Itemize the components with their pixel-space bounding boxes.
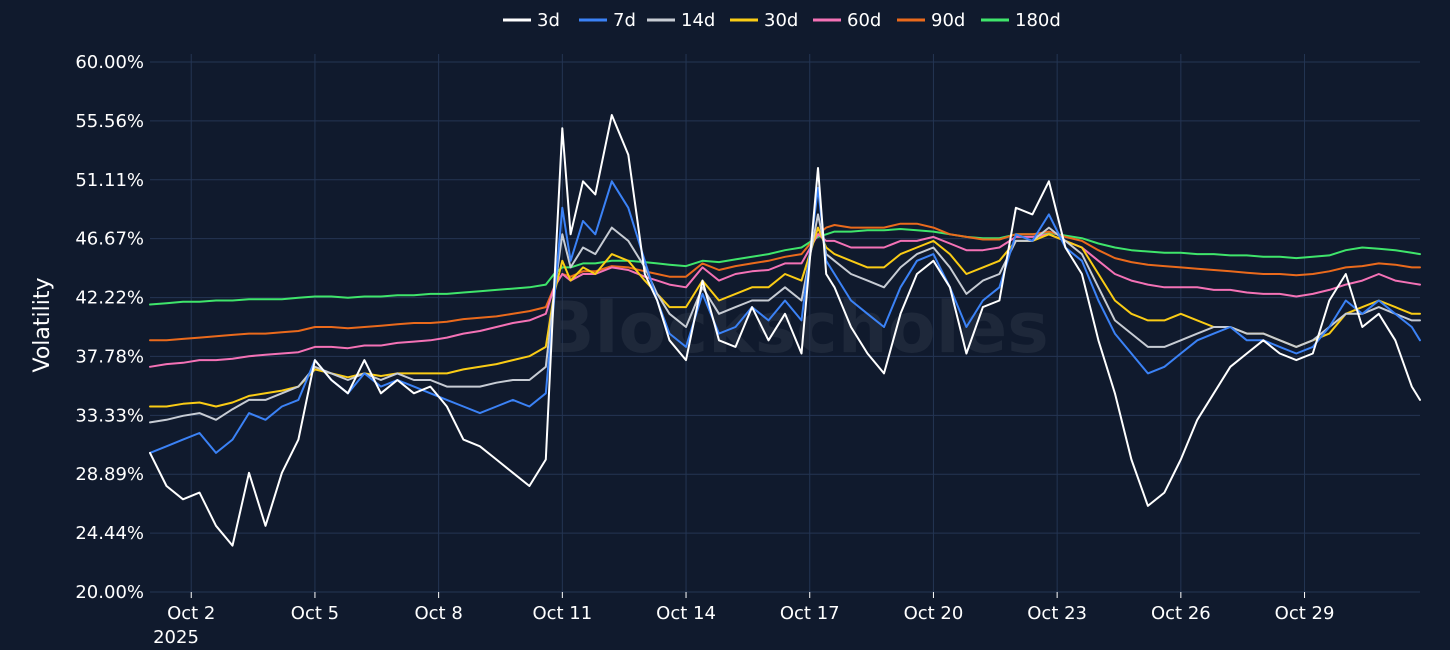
y-tick-label: 20.00% — [75, 582, 144, 603]
legend-item-3d[interactable]: 3d — [503, 10, 560, 31]
legend-label: 3d — [537, 10, 560, 31]
legend-item-14d[interactable]: 14d — [647, 10, 715, 31]
y-tick-label: 42.22% — [75, 288, 144, 309]
legend-label: 14d — [681, 10, 715, 31]
x-axis-year-label: 2025 — [153, 627, 199, 648]
legend-label: 90d — [931, 10, 965, 31]
legend-item-180d[interactable]: 180d — [981, 10, 1061, 31]
legend-label: 7d — [613, 10, 636, 31]
x-tick-label: Oct 11 — [532, 603, 592, 624]
series-line-90d — [149, 222, 1421, 342]
x-tick-label: Oct 23 — [1027, 603, 1087, 624]
legend-item-7d[interactable]: 7d — [579, 10, 636, 31]
y-tick-label: 28.89% — [75, 464, 144, 485]
y-axis-ticks: 20.00% 24.44% 28.89% 33.33% 37.78% 42.22% 46.6… — [75, 52, 144, 603]
y-tick-label: 37.78% — [75, 346, 144, 367]
x-tick-label: Oct 26 — [1151, 603, 1211, 624]
x-tick-label: Oct 17 — [780, 603, 840, 624]
legend: 3d 7d 14d 30d 60d 90d 180d — [503, 10, 1061, 31]
legend-item-30d[interactable]: 30d — [730, 10, 798, 31]
series-line-3d — [149, 114, 1421, 547]
x-tick-label: Oct 14 — [656, 603, 716, 624]
watermark: Blockscholes — [541, 287, 1049, 369]
y-tick-label: 51.11% — [75, 170, 144, 191]
y-tick-label: 60.00% — [75, 52, 144, 73]
legend-label: 30d — [764, 10, 798, 31]
series-lines — [149, 114, 1421, 547]
x-axis-ticks: Oct 2 Oct 5 Oct 8 Oct 11 Oct 14 Oct 17 Oct 20 O… — [167, 592, 1334, 624]
series-line-7d — [149, 180, 1421, 454]
x-tick-label: Oct 2 — [167, 603, 215, 624]
x-tick-label: Oct 29 — [1275, 603, 1335, 624]
legend-label: 180d — [1015, 10, 1061, 31]
legend-item-60d[interactable]: 60d — [813, 10, 881, 31]
x-tick-label: Oct 5 — [291, 603, 339, 624]
x-tick-label: Oct 20 — [904, 603, 964, 624]
y-tick-label: 24.44% — [75, 523, 144, 544]
grid — [150, 54, 1420, 593]
y-tick-label: 46.67% — [75, 229, 144, 250]
y-tick-label: 55.56% — [75, 111, 144, 132]
y-axis-title: Volatility — [30, 277, 55, 372]
legend-item-90d[interactable]: 90d — [897, 10, 965, 31]
x-tick-label: Oct 8 — [414, 603, 462, 624]
y-tick-label: 33.33% — [75, 405, 144, 426]
series-line-60d — [149, 233, 1421, 368]
series-line-180d — [149, 228, 1421, 306]
legend-label: 60d — [847, 10, 881, 31]
